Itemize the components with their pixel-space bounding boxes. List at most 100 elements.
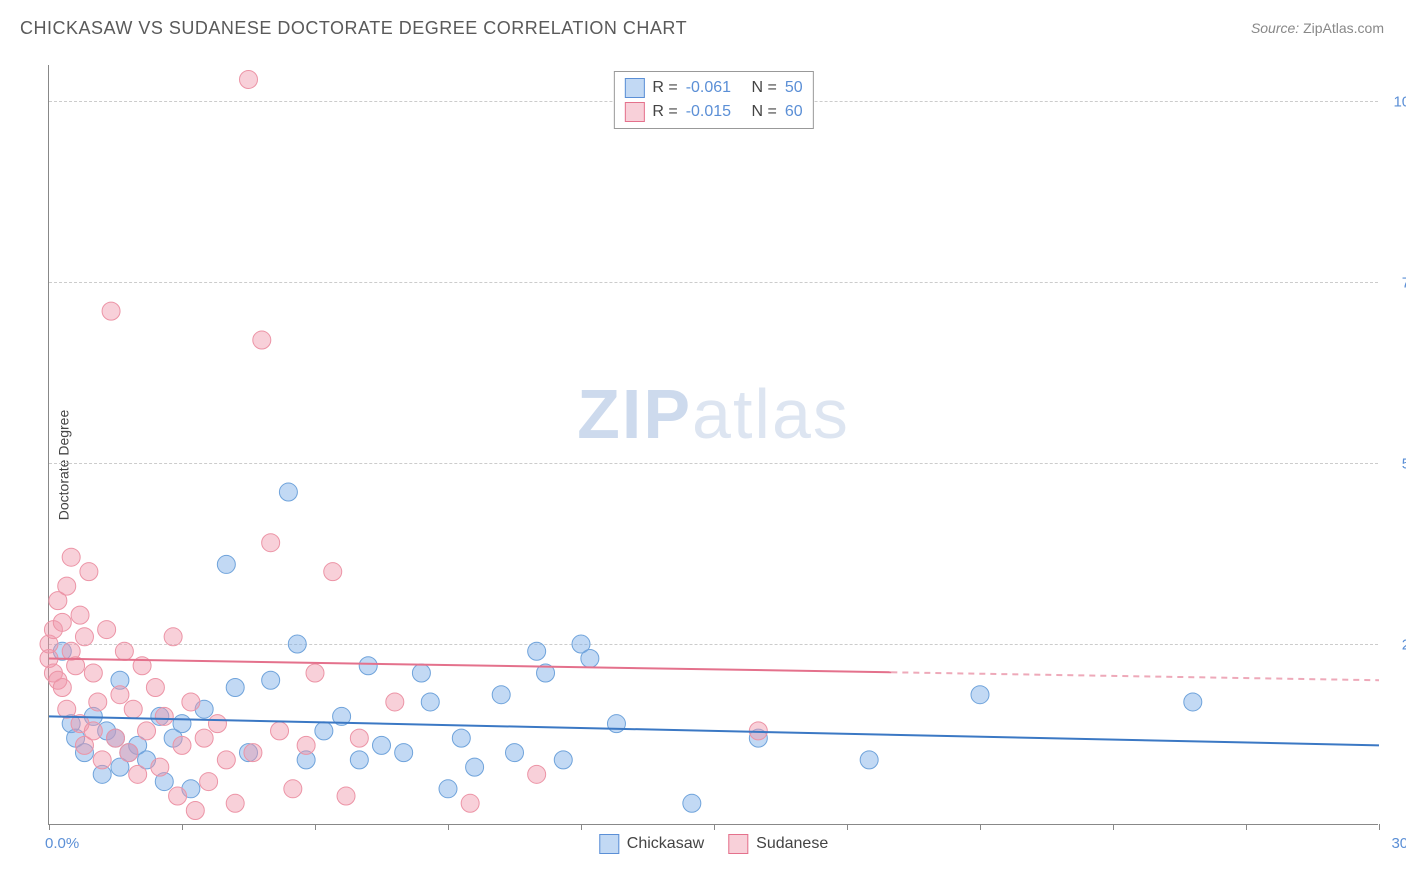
data-point (84, 664, 102, 682)
data-point (89, 693, 107, 711)
data-point (554, 751, 572, 769)
y-tick-label: 5.0% (1386, 456, 1406, 473)
n-value-2: 60 (785, 103, 803, 121)
data-point (98, 621, 116, 639)
data-point (350, 751, 368, 769)
data-point (359, 657, 377, 675)
data-point (62, 548, 80, 566)
data-point (386, 693, 404, 711)
data-point (217, 555, 235, 573)
plot-area: ZIPatlas 2.5%5.0%7.5%10.0% 0.0% 30.0% R … (48, 65, 1378, 825)
data-point (439, 780, 457, 798)
source-label: Source: (1251, 20, 1299, 36)
legend-item: Chickasaw (599, 834, 704, 854)
data-point (226, 794, 244, 812)
legend-stats-row: R = -0.061 N = 50 (624, 76, 802, 100)
data-point (253, 331, 271, 349)
data-point (155, 707, 173, 725)
y-tick-label: 7.5% (1386, 275, 1406, 292)
source-link[interactable]: ZipAtlas.com (1303, 20, 1384, 36)
data-point (71, 606, 89, 624)
legend-label: Chickasaw (627, 835, 704, 853)
data-point (324, 563, 342, 581)
legend-item: Sudanese (728, 834, 828, 854)
data-point (466, 758, 484, 776)
data-point (75, 628, 93, 646)
data-point (262, 671, 280, 689)
x-tick (315, 824, 316, 830)
trend-line (49, 716, 1379, 745)
legend-label: Sudanese (756, 835, 828, 853)
data-point (58, 700, 76, 718)
x-tick (581, 824, 582, 830)
legend-swatch-blue (599, 834, 619, 854)
data-point (102, 302, 120, 320)
data-point (288, 635, 306, 653)
data-point (284, 780, 302, 798)
data-point (860, 751, 878, 769)
legend-series: Chickasaw Sudanese (599, 834, 828, 854)
scatter-plot (49, 65, 1378, 824)
data-point (186, 802, 204, 820)
data-point (53, 613, 71, 631)
data-point (271, 722, 289, 740)
x-tick (980, 824, 981, 830)
data-point (124, 700, 142, 718)
chart-container: Doctorate Degree ZIPatlas 2.5%5.0%7.5%10… (0, 55, 1406, 875)
data-point (1184, 693, 1202, 711)
chart-title: CHICKASAW VS SUDANESE DOCTORATE DEGREE C… (20, 18, 687, 39)
legend-swatch-pink (624, 102, 644, 122)
data-point (129, 765, 147, 783)
x-tick (847, 824, 848, 830)
x-origin-label: 0.0% (45, 835, 79, 852)
r-label: R = (652, 79, 677, 97)
x-tick (49, 824, 50, 830)
data-point (169, 787, 187, 805)
data-point (528, 765, 546, 783)
data-point (53, 678, 71, 696)
data-point (262, 534, 280, 552)
data-point (151, 758, 169, 776)
r-label: R = (652, 103, 677, 121)
data-point (971, 686, 989, 704)
data-point (80, 563, 98, 581)
data-point (115, 642, 133, 660)
x-tick (1246, 824, 1247, 830)
data-point (315, 722, 333, 740)
data-point (173, 715, 191, 733)
source-attribution: Source: ZipAtlas.com (1251, 20, 1384, 36)
legend-swatch-blue (624, 78, 644, 98)
data-point (164, 628, 182, 646)
data-point (240, 70, 258, 88)
x-tick (448, 824, 449, 830)
legend-stats: R = -0.061 N = 50 R = -0.015 N = 60 (613, 71, 813, 129)
data-point (195, 729, 213, 747)
data-point (337, 787, 355, 805)
data-point (200, 773, 218, 791)
data-point (421, 693, 439, 711)
data-point (506, 744, 524, 762)
data-point (146, 678, 164, 696)
data-point (683, 794, 701, 812)
data-point (395, 744, 413, 762)
data-point (607, 715, 625, 733)
data-point (373, 736, 391, 754)
x-tick (714, 824, 715, 830)
data-point (208, 715, 226, 733)
data-point (58, 577, 76, 595)
data-point (581, 650, 599, 668)
legend-swatch-pink (728, 834, 748, 854)
trend-line (49, 659, 891, 673)
data-point (279, 483, 297, 501)
data-point (226, 678, 244, 696)
data-point (244, 744, 262, 762)
data-point (93, 751, 111, 769)
data-point (84, 722, 102, 740)
trend-line-dashed (891, 672, 1379, 680)
data-point (306, 664, 324, 682)
data-point (173, 736, 191, 754)
x-max-label: 30.0% (1391, 835, 1406, 852)
data-point (350, 729, 368, 747)
r-value-1: -0.061 (686, 79, 731, 97)
data-point (412, 664, 430, 682)
